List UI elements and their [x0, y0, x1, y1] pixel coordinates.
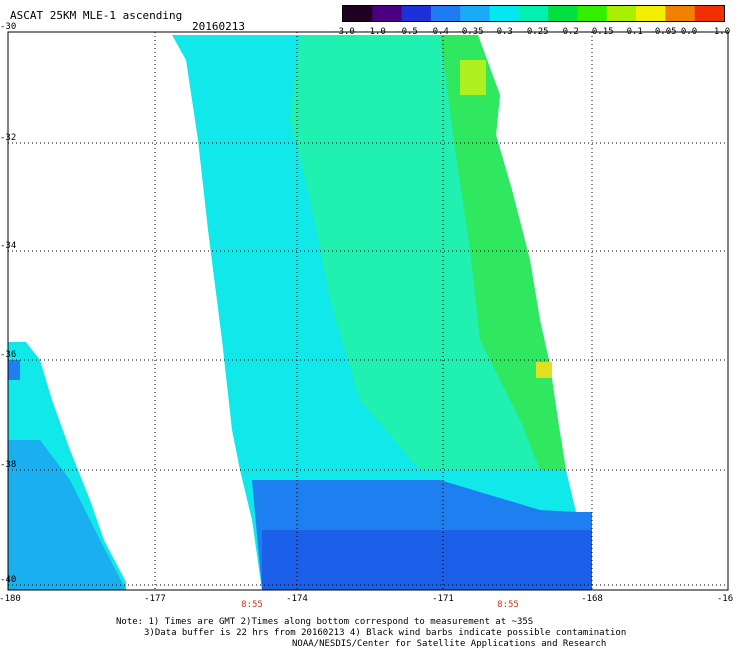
colorbar-swatch — [401, 6, 432, 21]
longitude-label: -180 — [0, 594, 21, 604]
west-blue-pixel — [8, 360, 20, 380]
swath-layer — [8, 35, 592, 590]
colorbar-swatch — [372, 6, 403, 21]
note-line-1: Note: 1) Times are GMT 2)Times along bot… — [116, 617, 534, 627]
longitude-label: -168 — [581, 594, 603, 604]
longitude-label: -171 — [432, 594, 454, 604]
map-title: ASCAT 25KM MLE-1 ascending — [10, 9, 183, 22]
longitude-label: -16 — [716, 594, 734, 604]
colorbar-swatch — [518, 6, 549, 21]
colorbar — [342, 5, 725, 22]
swath-yellow-patch-2 — [536, 362, 552, 378]
swath-green-band — [440, 35, 566, 470]
latitude-label: -34 — [0, 241, 17, 251]
colorbar-swatch — [343, 6, 373, 21]
latitude-label: -38 — [0, 460, 17, 470]
swath-cyan-green — [290, 35, 540, 470]
colorbar-swatch — [665, 6, 696, 21]
colorbar-swatch — [636, 6, 666, 21]
latitude-label: -36 — [0, 350, 17, 360]
colorbar-swatch — [694, 6, 724, 21]
colorbar-swatch — [548, 6, 579, 21]
colorbar-swatch — [489, 6, 520, 21]
note-line-3: NOAA/NESDIS/Center for Satellite Applica… — [292, 639, 607, 649]
colorbar-swatch — [606, 6, 637, 21]
map-frame — [7, 31, 729, 591]
map-date: 20160213 — [192, 20, 245, 33]
latitude-label: -40 — [0, 575, 17, 585]
west-swath-blue — [8, 440, 126, 590]
latitude-label: -32 — [0, 133, 17, 143]
time-label: 8:55 — [497, 600, 519, 610]
swath-deep-blue — [262, 530, 592, 590]
colorbar-swatch — [430, 6, 461, 21]
swath-yellow-patch — [460, 60, 486, 95]
note-line-2: 3)Data buffer is 22 hrs from 20160213 4)… — [144, 628, 627, 638]
colorbar-swatch — [577, 6, 608, 21]
latitude-label: -30 — [0, 22, 17, 32]
longitude-label: -174 — [286, 594, 308, 604]
longitude-label: -177 — [144, 594, 166, 604]
time-label: 8:55 — [241, 600, 263, 610]
colorbar-swatch — [460, 6, 491, 21]
